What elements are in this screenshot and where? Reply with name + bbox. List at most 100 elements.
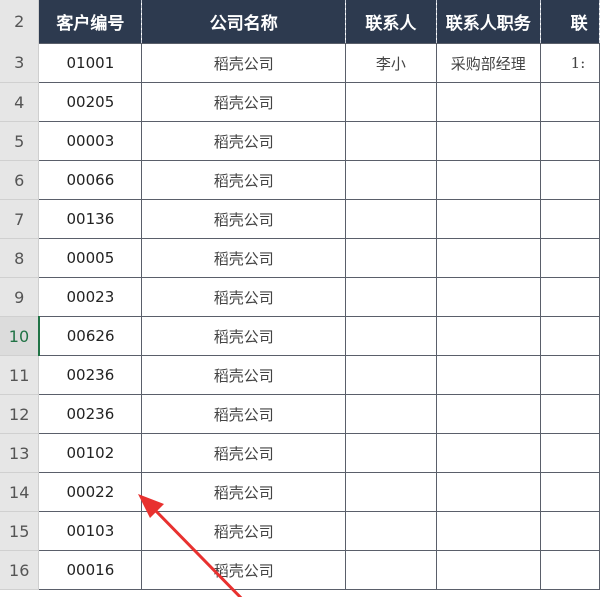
cell-contact[interactable] bbox=[345, 511, 437, 551]
cell-contact[interactable] bbox=[345, 238, 437, 278]
cell-e[interactable] bbox=[539, 394, 600, 434]
row-header[interactable]: 4 bbox=[0, 82, 40, 122]
table-row: 16 00016 稻壳公司 bbox=[0, 550, 600, 590]
cell-company-name[interactable]: 稻壳公司 bbox=[141, 199, 347, 239]
cell-customer-id[interactable]: 01001 bbox=[38, 43, 143, 83]
cell-company-name[interactable]: 稻壳公司 bbox=[141, 355, 347, 395]
row-header[interactable]: 12 bbox=[0, 394, 40, 434]
cell-contact-title[interactable] bbox=[435, 472, 541, 512]
cell-customer-id[interactable]: 00236 bbox=[38, 394, 143, 434]
cell-e[interactable] bbox=[539, 199, 600, 239]
row-header[interactable]: 11 bbox=[0, 355, 40, 395]
cell-contact-title[interactable] bbox=[435, 121, 541, 161]
cell-customer-id[interactable]: 00136 bbox=[38, 199, 143, 239]
cell-e[interactable] bbox=[539, 316, 600, 356]
cell-e[interactable] bbox=[539, 511, 600, 551]
row-header[interactable]: 15 bbox=[0, 511, 40, 551]
cell-customer-id[interactable]: 00626 bbox=[38, 316, 143, 356]
cell-contact[interactable] bbox=[345, 160, 437, 200]
row-header[interactable]: 13 bbox=[0, 433, 40, 473]
row-header[interactable]: 2 bbox=[0, 0, 40, 44]
cell-customer-id[interactable]: 00005 bbox=[38, 238, 143, 278]
cell-company-name[interactable]: 稻壳公司 bbox=[141, 472, 347, 512]
cell-customer-id[interactable]: 00066 bbox=[38, 160, 143, 200]
cell-company-name[interactable]: 稻壳公司 bbox=[141, 511, 347, 551]
row-header[interactable]: 14 bbox=[0, 472, 40, 512]
table-row: 6 00066 稻壳公司 bbox=[0, 160, 600, 200]
cell-customer-id[interactable]: 00103 bbox=[38, 511, 143, 551]
cell-customer-id[interactable]: 00236 bbox=[38, 355, 143, 395]
table-row: 10 00626 稻壳公司 bbox=[0, 316, 600, 356]
row-header[interactable]: 3 bbox=[0, 43, 40, 83]
cell-company-name[interactable]: 稻壳公司 bbox=[141, 277, 347, 317]
cell-customer-id[interactable]: 00102 bbox=[38, 433, 143, 473]
cell-contact[interactable] bbox=[345, 550, 437, 590]
cell-contact[interactable]: 李小 bbox=[345, 43, 437, 83]
cell-contact-title[interactable] bbox=[435, 160, 541, 200]
row-header[interactable]: 8 bbox=[0, 238, 40, 278]
cell-e[interactable] bbox=[539, 277, 600, 317]
cell-contact[interactable] bbox=[345, 394, 437, 434]
cell-contact[interactable] bbox=[345, 433, 437, 473]
cell-company-name[interactable]: 稻壳公司 bbox=[141, 394, 347, 434]
table-row: 8 00005 稻壳公司 bbox=[0, 238, 600, 278]
row-header[interactable]: 16 bbox=[0, 550, 40, 590]
cell-company-name[interactable]: 稻壳公司 bbox=[141, 316, 347, 356]
cell-customer-id[interactable]: 00016 bbox=[38, 550, 143, 590]
column-header-company-name[interactable]: 公司名称 bbox=[141, 0, 347, 44]
cell-contact-title[interactable]: 采购部经理 bbox=[435, 43, 541, 83]
cell-contact-title[interactable] bbox=[435, 355, 541, 395]
cell-e[interactable] bbox=[539, 433, 600, 473]
cell-e[interactable] bbox=[539, 550, 600, 590]
table-row: 5 00003 稻壳公司 bbox=[0, 121, 600, 161]
cell-contact-title[interactable] bbox=[435, 277, 541, 317]
cell-contact-title[interactable] bbox=[435, 394, 541, 434]
cell-e[interactable] bbox=[539, 82, 600, 122]
cell-e[interactable] bbox=[539, 472, 600, 512]
cell-contact-title[interactable] bbox=[435, 199, 541, 239]
cell-customer-id[interactable]: 00023 bbox=[38, 277, 143, 317]
cell-e[interactable] bbox=[539, 355, 600, 395]
cell-contact[interactable] bbox=[345, 82, 437, 122]
cell-customer-id[interactable]: 00022 bbox=[38, 472, 143, 512]
cell-contact-title[interactable] bbox=[435, 82, 541, 122]
table-row: 3 01001 稻壳公司 李小 采购部经理 1: bbox=[0, 43, 600, 83]
row-header[interactable]: 7 bbox=[0, 199, 40, 239]
cell-company-name[interactable]: 稻壳公司 bbox=[141, 121, 347, 161]
cell-customer-id[interactable]: 00003 bbox=[38, 121, 143, 161]
column-header-e[interactable]: 联 bbox=[540, 0, 600, 44]
row-header[interactable]: 9 bbox=[0, 277, 40, 317]
cell-company-name[interactable]: 稻壳公司 bbox=[141, 433, 347, 473]
cell-contact[interactable] bbox=[345, 199, 437, 239]
cell-e[interactable] bbox=[539, 121, 600, 161]
cell-contact-title[interactable] bbox=[435, 550, 541, 590]
cell-company-name[interactable]: 稻壳公司 bbox=[141, 43, 347, 83]
cell-contact[interactable] bbox=[345, 121, 437, 161]
cell-customer-id[interactable]: 00205 bbox=[38, 82, 143, 122]
column-header-contact-title[interactable]: 联系人职务 bbox=[436, 0, 541, 44]
cell-contact-title[interactable] bbox=[435, 316, 541, 356]
cell-company-name[interactable]: 稻壳公司 bbox=[141, 82, 347, 122]
row-header[interactable]: 10 bbox=[0, 316, 40, 356]
cell-contact-title[interactable] bbox=[435, 433, 541, 473]
cell-e[interactable]: 1: bbox=[539, 43, 600, 83]
cell-contact[interactable] bbox=[345, 355, 437, 395]
column-header-contact[interactable]: 联系人 bbox=[345, 0, 437, 44]
row-header[interactable]: 6 bbox=[0, 160, 40, 200]
cell-e[interactable] bbox=[539, 160, 600, 200]
table-row: 15 00103 稻壳公司 bbox=[0, 511, 600, 551]
cell-company-name[interactable]: 稻壳公司 bbox=[141, 160, 347, 200]
cell-company-name[interactable]: 稻壳公司 bbox=[141, 238, 347, 278]
cell-contact[interactable] bbox=[345, 316, 437, 356]
cell-contact-title[interactable] bbox=[435, 238, 541, 278]
cell-contact-title[interactable] bbox=[435, 511, 541, 551]
cell-company-name[interactable]: 稻壳公司 bbox=[141, 550, 347, 590]
table-row: 14 00022 稻壳公司 bbox=[0, 472, 600, 512]
table-row: 7 00136 稻壳公司 bbox=[0, 199, 600, 239]
cell-contact[interactable] bbox=[345, 277, 437, 317]
column-header-customer-id[interactable]: 客户编号 bbox=[38, 0, 143, 44]
cell-contact[interactable] bbox=[345, 472, 437, 512]
table-row: 4 00205 稻壳公司 bbox=[0, 82, 600, 122]
row-header[interactable]: 5 bbox=[0, 121, 40, 161]
cell-e[interactable] bbox=[539, 238, 600, 278]
